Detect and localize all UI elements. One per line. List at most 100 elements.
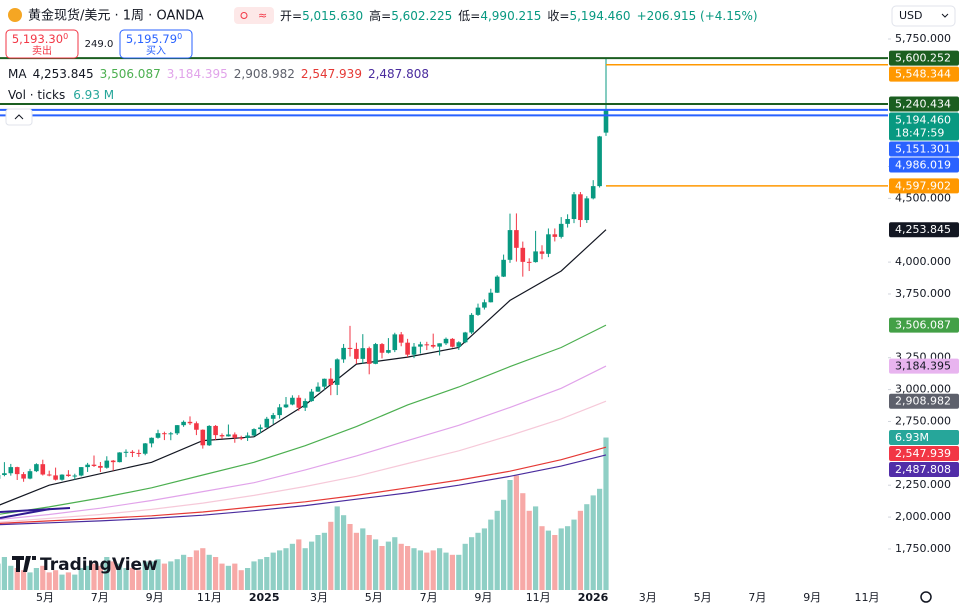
volume-bar <box>494 510 500 590</box>
volume-bar <box>360 528 366 590</box>
candle-body <box>558 223 564 237</box>
candle-body <box>424 344 430 346</box>
sell-label[interactable]: 卖出 <box>32 44 52 57</box>
vol-value: 6.93 M <box>73 88 114 102</box>
candle-body <box>27 471 33 479</box>
candle-body <box>194 423 199 430</box>
volume-bar <box>251 561 257 590</box>
sell-box[interactable] <box>5 29 79 59</box>
candle-body <box>181 421 186 426</box>
drawing-line <box>0 508 51 519</box>
price-label: 6.93M <box>895 431 929 444</box>
volume-bar <box>309 541 315 590</box>
sell-price[interactable]: 5,193.300 <box>12 32 68 46</box>
volume-bar <box>155 559 161 590</box>
ohlc-label: 低= <box>458 9 480 23</box>
volume-bar <box>501 499 507 590</box>
volume-bar <box>33 568 39 590</box>
candle-body <box>200 429 206 446</box>
sell-price-main[interactable]: 5,193.30 <box>12 32 63 46</box>
volume-bar <box>353 532 359 590</box>
candle-body <box>8 467 14 474</box>
candle-body <box>309 391 314 402</box>
volume-bar <box>552 535 558 590</box>
collapse-button[interactable] <box>5 108 33 126</box>
candle-body <box>174 425 180 434</box>
gear[interactable] <box>920 591 932 603</box>
volume-bar <box>469 537 475 590</box>
volume-bar <box>149 561 155 590</box>
buy-box[interactable] <box>119 29 193 59</box>
price-label-bg <box>889 50 959 66</box>
settings-icon[interactable] <box>920 591 932 603</box>
volume-bar <box>584 504 590 590</box>
eye-icon[interactable] <box>240 12 248 19</box>
volume-bar <box>462 543 468 590</box>
candle-body <box>226 434 231 437</box>
candle-body <box>104 460 110 468</box>
buy-price-main[interactable]: 5,195.79 <box>126 32 177 46</box>
volume-bar <box>507 480 513 590</box>
volume-bar <box>456 554 462 590</box>
toggle-buttons[interactable] <box>234 7 274 24</box>
volume-bar <box>245 568 251 590</box>
buy-button[interactable]: 5,195.790 买入 <box>119 29 193 59</box>
x-tick-label: 11月 <box>855 591 880 604</box>
change: +206.915 (+4.15%) <box>637 9 758 23</box>
price-label-bg <box>889 112 959 141</box>
currency[interactable]: USD <box>899 9 923 22</box>
currency-select[interactable] <box>891 5 956 27</box>
candle-body <box>232 434 238 438</box>
watermark-text: TradingView <box>40 555 158 575</box>
price-label-bg <box>889 393 959 409</box>
x-tick-label: 9月 <box>146 591 164 604</box>
volume-bar <box>270 552 276 590</box>
price-label-bg <box>889 141 959 157</box>
time-axis: 5月 7月 9月 11月 2025 3月 5月 7月 9月 11月 2026 3月 5月 7月 9月 11月 <box>36 591 880 604</box>
volume-bar <box>97 565 103 590</box>
candle-body <box>450 338 455 347</box>
volume-bar <box>603 437 609 590</box>
candle-body <box>78 467 84 476</box>
volume-bar <box>321 532 327 590</box>
candle-body <box>14 467 20 475</box>
volume-bar <box>277 550 283 590</box>
candle-layer <box>0 57 609 482</box>
y-tick-label: 2,250.000 <box>895 478 951 491</box>
y-tick-label: 4,500.000 <box>895 191 951 204</box>
ma-line <box>0 365 607 521</box>
ma-line <box>0 324 607 515</box>
buy-price[interactable]: 5,195.790 <box>126 32 182 46</box>
volume-bar <box>341 515 347 590</box>
volume-bar <box>161 563 167 590</box>
ohlc-label: 收= <box>547 9 569 23</box>
sell-price-sup[interactable]: 0 <box>63 32 68 41</box>
volume-bar <box>0 563 1 590</box>
volume-bar <box>238 570 244 590</box>
sell-button[interactable]: 5,193.300 卖出 <box>5 29 79 59</box>
wave-icon[interactable]: ≈ <box>258 9 267 22</box>
buy-label[interactable]: 买入 <box>146 45 166 57</box>
volume-bar <box>366 535 372 590</box>
candle-body <box>98 465 103 468</box>
volume-bar <box>315 535 321 590</box>
x-tick-label: 7月 <box>420 591 438 604</box>
volume-bar <box>1 557 7 590</box>
volume-bar <box>385 541 391 590</box>
volume-bar <box>225 565 231 590</box>
volume-bar <box>571 519 577 590</box>
candle-body <box>546 234 551 254</box>
candle-body <box>590 186 596 199</box>
price-label-bg <box>889 157 959 173</box>
candle-body <box>149 437 154 444</box>
candle-body <box>110 460 116 463</box>
logo-mark <box>12 556 36 572</box>
x-tick-label: 9月 <box>474 591 492 604</box>
symbol[interactable]: 黄金现货/美元 · 1周 · OANDA <box>28 8 204 24</box>
buy-price-sup[interactable]: 0 <box>177 32 182 41</box>
volume-bar <box>104 557 110 590</box>
candle-body <box>386 350 391 353</box>
y-tick-label: 3,750.000 <box>895 287 951 300</box>
candle-body <box>398 334 404 343</box>
volume-bar <box>200 548 206 590</box>
